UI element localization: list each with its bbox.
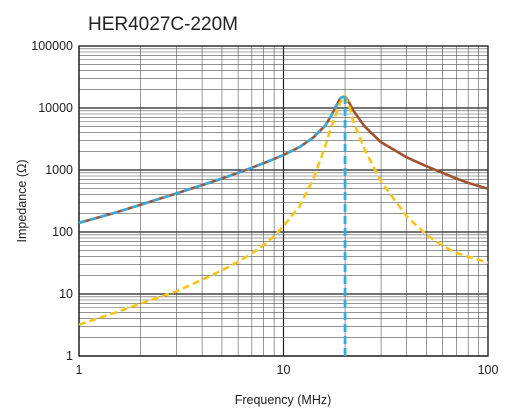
- series-line-1: [78, 94, 489, 225]
- series-line-2: [78, 94, 346, 225]
- y-tick-label: 1: [66, 349, 73, 363]
- tick-label-layer: 1 10 100 1 10 100 1000 10000 100000: [31, 39, 498, 377]
- y-tick-label: 100: [52, 225, 73, 239]
- plot-border: [78, 45, 489, 357]
- series-layer: [78, 94, 489, 326]
- x-tick-label: 10: [277, 363, 291, 377]
- y-tick-label: 100000: [31, 39, 73, 53]
- y-tick-label: 1000: [45, 163, 73, 177]
- y-axis-label: Impedance (Ω): [15, 160, 29, 243]
- x-tick-label: 100: [478, 363, 499, 377]
- x-tick-label: 1: [76, 363, 83, 377]
- y-tick-label: 10: [59, 287, 73, 301]
- chart-title: HER4027C-220M: [88, 14, 238, 35]
- x-axis-label: Frequency (MHz): [235, 393, 332, 407]
- grid-layer: [78, 45, 489, 357]
- y-tick-label: 10000: [38, 101, 73, 115]
